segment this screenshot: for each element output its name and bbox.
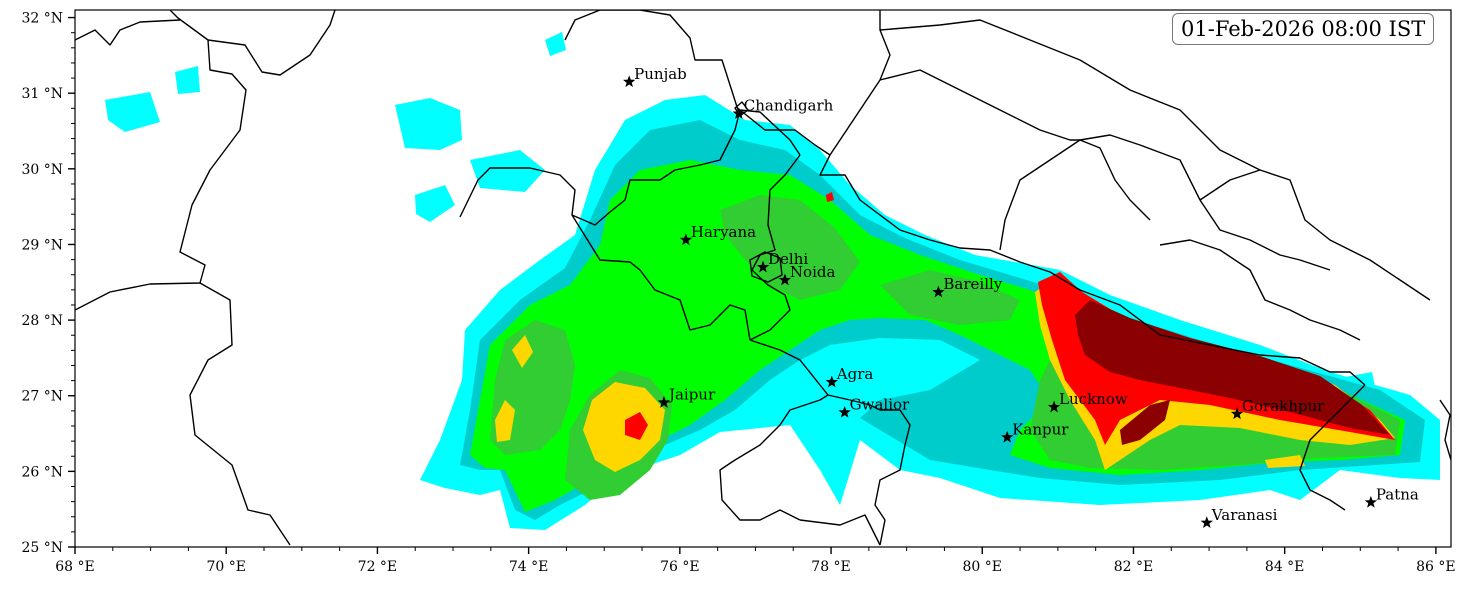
city-label-delhi: Delhi xyxy=(768,250,808,268)
rain-patch-northwest-1 xyxy=(395,98,462,150)
city-marker-agra[interactable] xyxy=(825,375,838,388)
rain-patch-northwest-4 xyxy=(415,185,455,222)
city-label-gorakhpur: Gorakhpur xyxy=(1242,397,1325,415)
india-pakistan-border xyxy=(207,10,336,76)
rain-region-bareilly-darkgreen xyxy=(880,270,1020,325)
nepal-internal-boundary-3 xyxy=(1159,239,1361,341)
timestamp-label: 01-Feb-2026 08:00 IST xyxy=(1172,13,1435,45)
lon-tick-label-86: 86 °E xyxy=(1416,559,1455,575)
city-marker-chandigarh[interactable] xyxy=(732,107,745,119)
lon-tick-label-78: 78 °E xyxy=(811,559,850,575)
rain-patch-northwest-2 xyxy=(105,92,160,132)
rain-patch-north-red xyxy=(826,192,834,202)
mp-up-boundary-1 xyxy=(827,394,911,546)
boundary-lines xyxy=(75,10,1451,546)
lon-tick-label-72: 72 °E xyxy=(358,559,397,575)
city-label-noida: Noida xyxy=(790,263,836,281)
lon-tick-label-82: 82 °E xyxy=(1114,559,1153,575)
mp-south-boundary xyxy=(799,514,881,546)
lat-tick-label-27: 27 °N xyxy=(21,389,63,405)
city-marker-punjab[interactable] xyxy=(623,75,636,88)
lon-tick-label-80: 80 °E xyxy=(963,559,1002,575)
city-label-varanasi: Varanasi xyxy=(1211,506,1278,524)
city-marker-gwalior[interactable] xyxy=(838,405,851,418)
lat-tick-label-26: 26 °N xyxy=(21,464,63,480)
punjab-north-boundary xyxy=(564,10,739,111)
lon-tick-label-76: 76 °E xyxy=(660,559,699,575)
nepal-north-border xyxy=(879,69,1080,141)
himachal-boundary xyxy=(739,109,901,231)
lon-tick-label-68: 68 °E xyxy=(55,559,94,575)
lat-tick-label-30: 30 °N xyxy=(21,162,63,178)
rain-region-jaipur-red xyxy=(625,412,648,440)
rain-level-7-region xyxy=(1075,300,1390,445)
lat-tick-label-32: 32 °N xyxy=(21,11,63,27)
nepal-internal-boundary-2 xyxy=(1079,134,1331,271)
city-label-punjab: Punjab xyxy=(634,65,687,83)
city-label-jaipur: Jaipur xyxy=(667,386,716,404)
nepal-internal-boundary-1 xyxy=(999,139,1151,251)
rain-patch-west-gold-2 xyxy=(512,335,533,368)
rain-region-east-darkred-2 xyxy=(1120,400,1170,445)
city-label-chandigarh: Chandigarh xyxy=(744,97,834,115)
haryana-up-boundary xyxy=(749,154,801,341)
city-marker-jaipur[interactable] xyxy=(657,396,671,408)
city-marker-lucknow[interactable] xyxy=(1047,400,1061,413)
rain-region-jaipur-gold xyxy=(583,382,665,472)
city-marker-delhi[interactable] xyxy=(756,260,770,273)
rain-patch-northwest-3 xyxy=(470,150,545,192)
lat-tick-label-28: 28 °N xyxy=(21,313,63,329)
city-label-haryana: Haryana xyxy=(691,223,756,241)
rain-patch-north-2 xyxy=(175,66,200,94)
city-marker-haryana[interactable] xyxy=(679,233,693,246)
rajasthan-west-boundary xyxy=(189,282,291,546)
city-label-kanpur: Kanpur xyxy=(1012,420,1069,438)
lon-tick-label-70: 70 °E xyxy=(206,559,245,575)
punjab-haryana-boundary xyxy=(624,109,801,201)
lat-tick-label-29: 29 °N xyxy=(21,237,63,253)
rain-patch-west-gold-1 xyxy=(495,400,515,442)
rain-patch-east-gold-3 xyxy=(1265,455,1305,468)
lat-tick-label-31: 31 °N xyxy=(21,86,63,102)
city-marker-patna[interactable] xyxy=(1364,495,1378,508)
city-marker-gorakhpur[interactable] xyxy=(1230,407,1244,420)
lat-tick-label-25: 25 °N xyxy=(21,540,63,556)
plot-frame xyxy=(74,9,1452,548)
city-marker-kanpur[interactable] xyxy=(1001,430,1014,443)
bihar-up-boundary xyxy=(1299,384,1366,511)
uttarakhand-boundary xyxy=(829,10,891,156)
east-boundary-bihar xyxy=(1439,399,1451,461)
city-label-lucknow: Lucknow xyxy=(1059,390,1128,408)
rain-region-north-darkgreen xyxy=(720,195,860,300)
delhi-boundary xyxy=(749,251,783,283)
nepal-internal-boundary-4 xyxy=(1199,169,1431,301)
lon-tick-label-84: 84 °E xyxy=(1265,559,1304,575)
city-label-patna: Patna xyxy=(1376,485,1419,503)
lon-tick-label-74: 74 °E xyxy=(509,559,548,575)
city-label-bareilly: Bareilly xyxy=(943,275,1002,293)
international-border-west xyxy=(75,10,247,311)
city-label-agra: Agra xyxy=(836,365,874,383)
tibet-border xyxy=(879,19,1261,171)
city-marker-bareilly[interactable] xyxy=(932,285,945,298)
up-nepal-border xyxy=(899,229,1366,386)
rajasthan-mp-boundary xyxy=(719,339,829,521)
axis-ticks: 68 °E 70 °E 72 °E 74 °E 76 °E 78 °E 80 °E 82 °E… xyxy=(21,11,1455,575)
rain-patch-north-1 xyxy=(545,32,566,56)
haryana-rajasthan-boundary xyxy=(571,214,751,341)
city-label-gwalior: Gwalior xyxy=(850,395,910,413)
punjab-rajasthan-boundary xyxy=(459,167,626,226)
international-border-north xyxy=(75,19,181,46)
rain-region-east-darkred xyxy=(1075,300,1390,435)
precipitation-field xyxy=(105,32,1440,530)
city-marker-noida[interactable] xyxy=(778,273,792,286)
city-marker-varanasi[interactable] xyxy=(1200,516,1213,529)
